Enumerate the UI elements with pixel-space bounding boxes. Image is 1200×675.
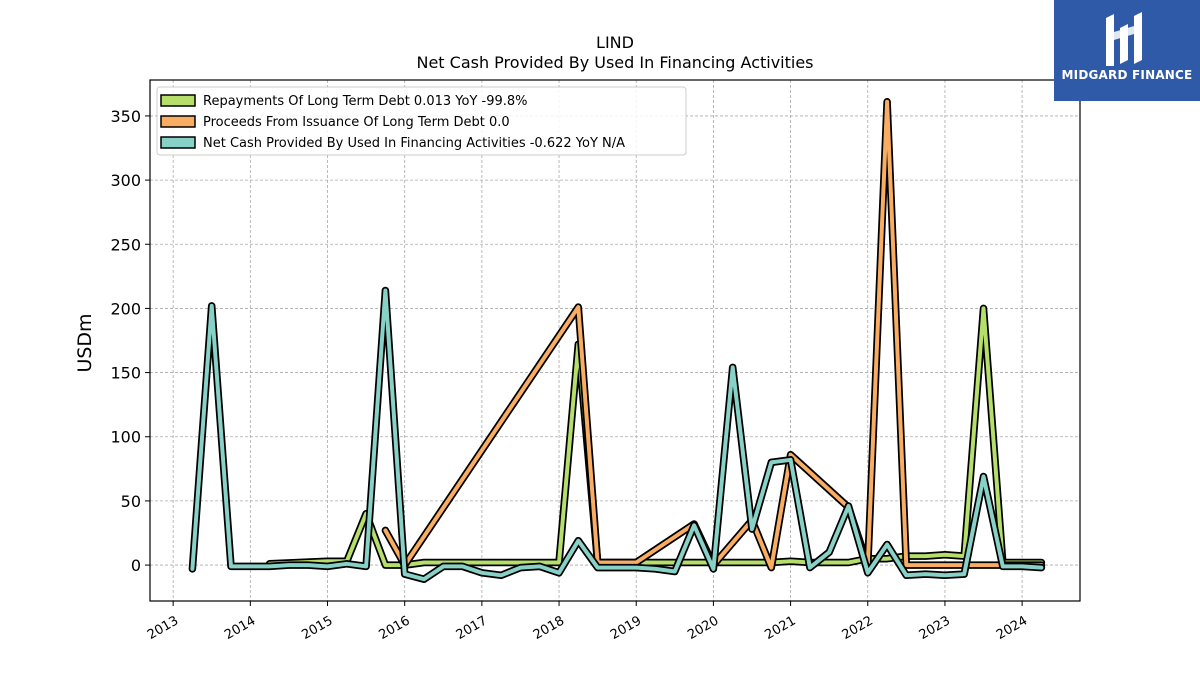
legend-swatch <box>160 94 196 107</box>
series-layer <box>188 98 1046 583</box>
legend-label: Net Cash Provided By Used In Financing A… <box>203 136 625 151</box>
chart-title: LIND <box>596 33 634 52</box>
legend-label: Proceeds From Issuance Of Long Term Debt… <box>203 115 510 130</box>
series-1 <box>381 98 1046 572</box>
brand-name: MIDGARD FINANCE <box>1061 68 1193 82</box>
x-tick-label: 2013 <box>145 613 181 643</box>
y-tick-label: 250 <box>110 235 141 254</box>
y-tick-label: 150 <box>110 364 141 383</box>
x-tick-label: 2017 <box>454 613 490 643</box>
brand-logo: MIDGARD FINANCE <box>1054 0 1200 101</box>
series-line <box>383 99 1044 570</box>
legend-label: Repayments Of Long Term Debt 0.013 YoY -… <box>203 94 528 109</box>
series-outline <box>188 286 1046 583</box>
y-tick-label: 200 <box>110 299 141 318</box>
chart-subtitle: Net Cash Provided By Used In Financing A… <box>416 53 813 72</box>
y-tick-label: 0 <box>131 556 141 575</box>
x-tick-label: 2021 <box>762 613 798 643</box>
x-axis-ticks: 2013 2014 2015 2016 2017 2018 2019 2020 2021 2022… <box>145 601 1030 643</box>
series-line <box>190 288 1044 582</box>
x-tick-label: 2019 <box>608 613 644 643</box>
y-axis-label: USDm <box>74 313 96 372</box>
legend: Repayments Of Long Term Debt 0.013 YoY -… <box>156 86 687 156</box>
y-tick-label: 300 <box>110 171 141 190</box>
legend-box <box>156 86 687 156</box>
y-tick-label: 50 <box>121 492 141 511</box>
y-tick-label: 100 <box>110 428 141 447</box>
x-tick-label: 2023 <box>917 613 953 643</box>
x-tick-label: 2018 <box>531 613 567 643</box>
legend-swatch <box>160 115 196 128</box>
series-2 <box>188 286 1046 583</box>
x-tick-label: 2015 <box>299 613 335 643</box>
x-tick-label: 2024 <box>994 613 1030 643</box>
midgard-logo-icon <box>1106 12 1142 66</box>
x-tick-label: 2014 <box>222 613 258 643</box>
y-axis-ticks: 0 50 100 150 200 250 300 350 <box>110 107 150 575</box>
x-tick-label: 2020 <box>685 613 721 643</box>
grid <box>150 80 1080 601</box>
x-tick-label: 2022 <box>840 613 876 643</box>
legend-swatch <box>160 136 196 149</box>
y-tick-label: 350 <box>110 107 141 126</box>
plot-frame <box>149 79 1081 602</box>
x-tick-label: 2016 <box>377 613 413 643</box>
